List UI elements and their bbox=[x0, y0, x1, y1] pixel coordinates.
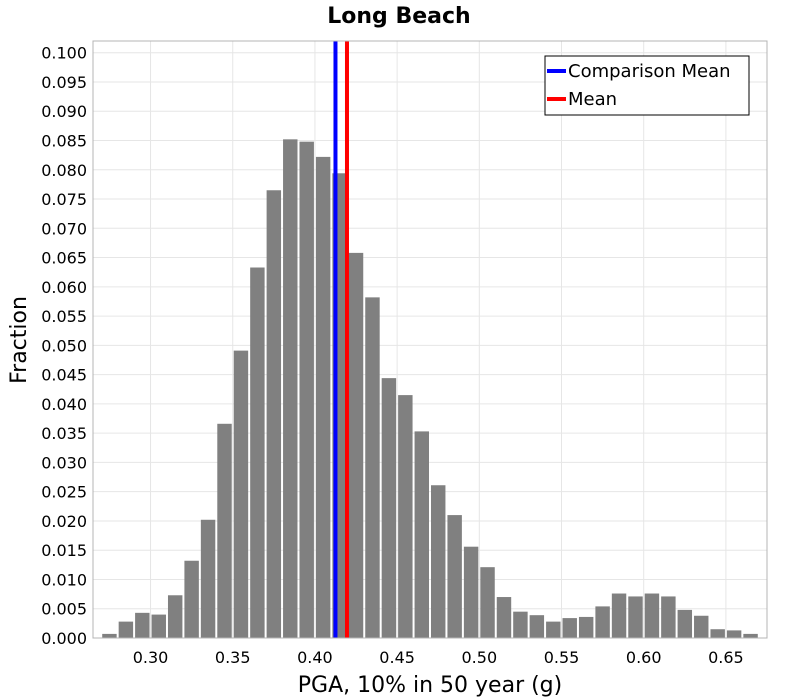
histogram-bar bbox=[431, 485, 446, 638]
histogram-bar bbox=[710, 629, 725, 638]
x-axis-label: PGA, 10% in 50 year (g) bbox=[298, 673, 562, 698]
y-tick-label: 0.015 bbox=[41, 541, 87, 560]
y-tick-label: 0.075 bbox=[41, 190, 87, 209]
y-tick-label: 0.070 bbox=[41, 219, 87, 238]
y-tick-label: 0.080 bbox=[41, 161, 87, 180]
histogram-bar bbox=[299, 141, 314, 638]
histogram-bar bbox=[315, 156, 331, 638]
histogram-bar bbox=[644, 593, 660, 638]
histogram-bar bbox=[743, 633, 758, 638]
y-tick-label: 0.060 bbox=[41, 278, 87, 297]
plot-area bbox=[93, 41, 767, 638]
histogram-bar bbox=[414, 431, 429, 638]
bars-layer bbox=[102, 139, 758, 638]
histogram-bar bbox=[661, 596, 676, 638]
y-tick-label: 0.000 bbox=[41, 629, 87, 648]
legend-label-mean: Mean bbox=[568, 89, 617, 110]
y-axis-label: Fraction bbox=[7, 296, 32, 384]
histogram-bar bbox=[562, 618, 577, 638]
histogram-bar bbox=[677, 609, 693, 638]
histogram-bar bbox=[250, 267, 265, 638]
histogram-bar bbox=[726, 630, 742, 638]
histogram-bar bbox=[283, 139, 298, 638]
histogram-bar bbox=[151, 614, 166, 638]
histogram-bar bbox=[447, 515, 462, 638]
histogram-bar bbox=[233, 350, 249, 638]
x-tick-label: 0.55 bbox=[544, 648, 580, 667]
histogram-bar bbox=[463, 546, 479, 638]
histogram-bar bbox=[200, 519, 216, 638]
histogram-bar bbox=[480, 567, 495, 638]
histogram-bar bbox=[102, 633, 117, 638]
y-tick-label: 0.090 bbox=[41, 102, 87, 121]
y-tick-label: 0.065 bbox=[41, 249, 87, 268]
y-tick-labels: 0.000 0.005 0.010 0.015 0.020 0.025 0.030 0.035… bbox=[41, 44, 87, 648]
y-tick-label: 0.085 bbox=[41, 132, 87, 151]
y-tick-label: 0.045 bbox=[41, 366, 87, 385]
histogram-bar bbox=[578, 616, 594, 638]
x-tick-label: 0.45 bbox=[379, 648, 415, 667]
histogram-bar bbox=[611, 593, 627, 638]
histogram-bar bbox=[595, 606, 610, 638]
y-tick-label: 0.025 bbox=[41, 483, 87, 502]
y-tick-label: 0.030 bbox=[41, 453, 87, 472]
histogram-bar bbox=[118, 621, 134, 638]
x-tick-label: 0.30 bbox=[133, 648, 169, 667]
chart-title: Long Beach bbox=[327, 4, 470, 29]
x-tick-label: 0.65 bbox=[708, 648, 744, 667]
legend-label-comparison-mean: Comparison Mean bbox=[568, 61, 731, 82]
histogram-bar bbox=[529, 615, 545, 638]
y-tick-label: 0.055 bbox=[41, 307, 87, 326]
x-tick-label: 0.40 bbox=[297, 648, 333, 667]
histogram-bar bbox=[546, 621, 561, 638]
histogram-bar bbox=[628, 596, 643, 638]
histogram-bar bbox=[184, 560, 199, 638]
x-tick-label: 0.35 bbox=[215, 648, 251, 667]
mean-lines-layer bbox=[333, 41, 349, 638]
y-tick-label: 0.050 bbox=[41, 336, 87, 355]
y-tick-label: 0.100 bbox=[41, 44, 87, 63]
x-tick-label: 0.50 bbox=[462, 648, 498, 667]
histogram-bar bbox=[694, 615, 709, 638]
histogram-bar bbox=[167, 595, 183, 638]
y-tick-label: 0.010 bbox=[41, 570, 87, 589]
y-tick-label: 0.040 bbox=[41, 395, 87, 414]
histogram-bar bbox=[398, 395, 413, 638]
x-tick-labels: 0.30 0.35 0.40 0.45 0.50 0.55 0.60 0.65 bbox=[133, 648, 744, 667]
y-tick-label: 0.095 bbox=[41, 73, 87, 92]
histogram-bar bbox=[513, 611, 528, 638]
legend: Comparison Mean Mean bbox=[544, 55, 750, 116]
histogram-bar bbox=[365, 297, 380, 638]
histogram-bar bbox=[217, 423, 232, 638]
x-tick-label: 0.60 bbox=[626, 648, 662, 667]
histogram-bar bbox=[496, 597, 512, 638]
histogram-bar bbox=[266, 190, 282, 638]
histogram-bar bbox=[381, 378, 397, 638]
plot-border bbox=[92, 40, 768, 639]
y-tick-label: 0.020 bbox=[41, 512, 87, 531]
legend-box bbox=[544, 55, 750, 116]
histogram-bar bbox=[135, 612, 150, 638]
y-tick-label: 0.005 bbox=[41, 600, 87, 619]
histogram-bar bbox=[348, 252, 364, 638]
y-tick-label: 0.035 bbox=[41, 424, 87, 443]
